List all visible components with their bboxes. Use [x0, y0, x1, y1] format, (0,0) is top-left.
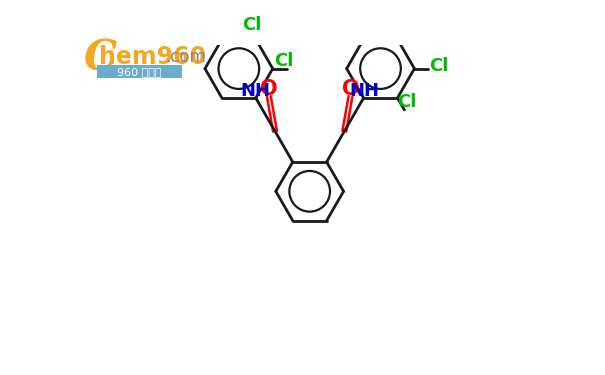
Text: NH: NH	[349, 82, 379, 100]
Text: Cl: Cl	[430, 57, 449, 75]
FancyBboxPatch shape	[97, 65, 182, 78]
Text: O: O	[342, 80, 359, 99]
Text: hem960: hem960	[99, 45, 206, 69]
FancyBboxPatch shape	[79, 47, 202, 80]
Text: O: O	[260, 80, 278, 99]
Text: Cl: Cl	[242, 16, 261, 34]
Text: Cl: Cl	[397, 93, 416, 111]
Text: .com: .com	[166, 48, 206, 66]
Text: Cl: Cl	[275, 52, 294, 70]
Text: 960 化工网: 960 化工网	[117, 67, 162, 77]
Text: NH: NH	[240, 82, 270, 100]
Text: C: C	[83, 37, 116, 79]
